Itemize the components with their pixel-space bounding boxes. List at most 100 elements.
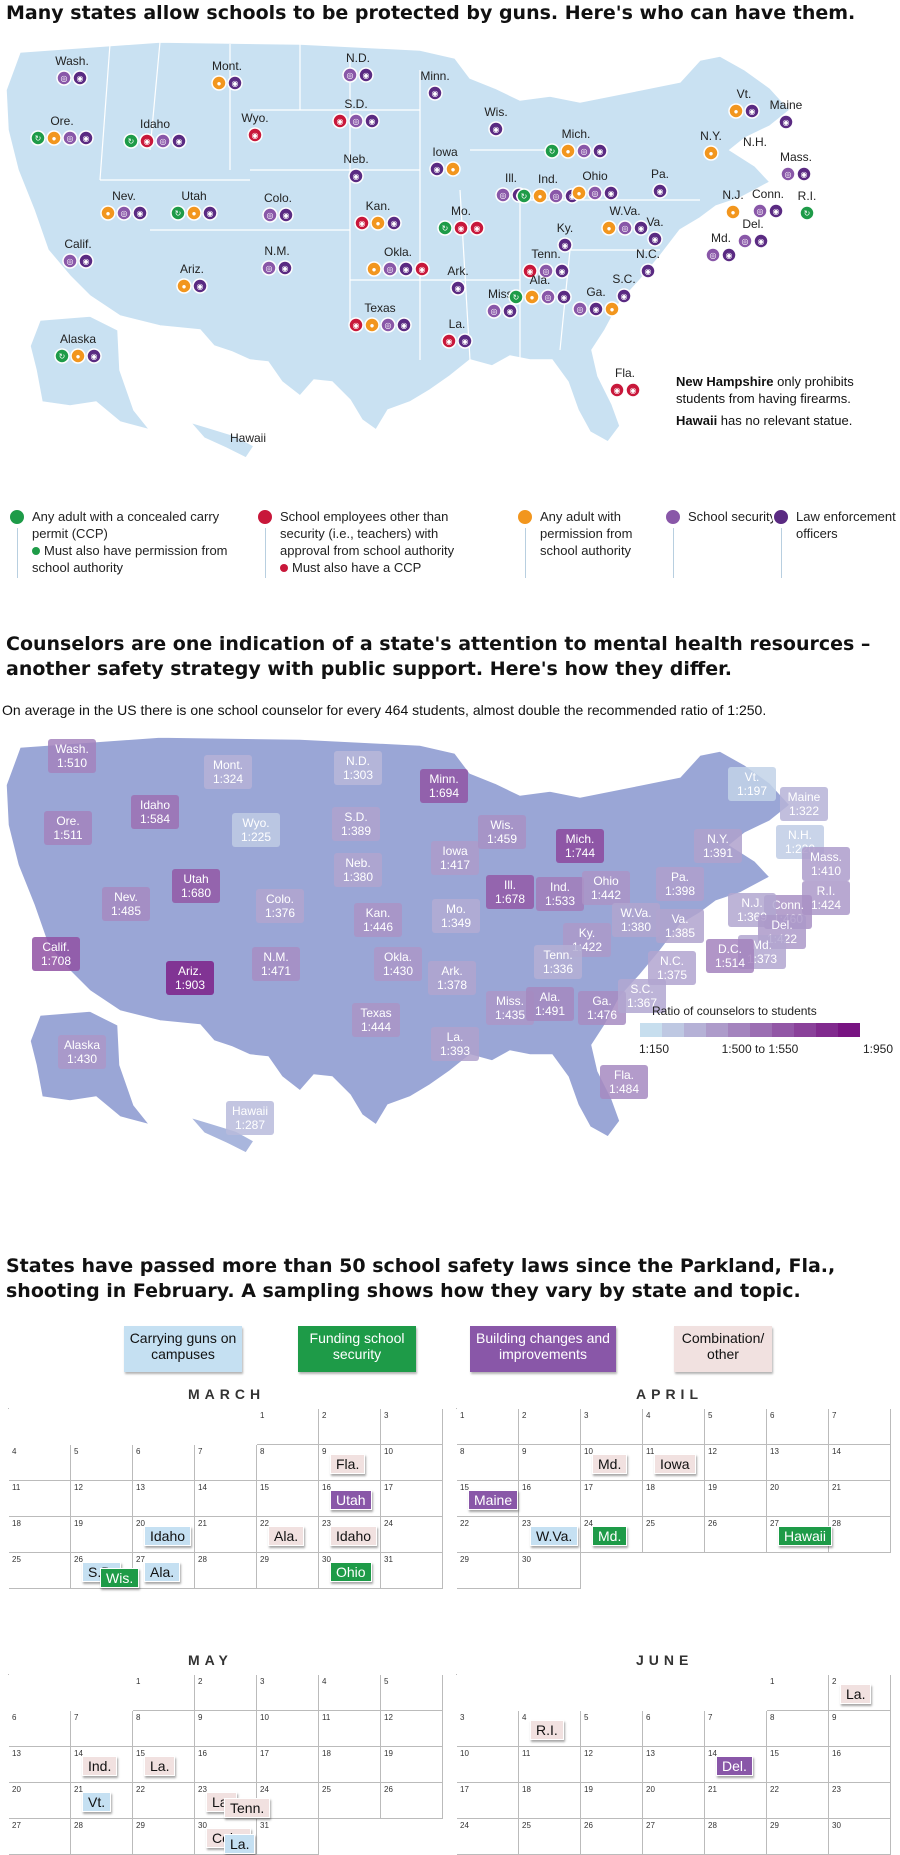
state-ratio: 1:430: [383, 964, 413, 978]
gun-permission-glyph: ◎: [121, 209, 128, 218]
gun-permission-icon: [616, 288, 632, 304]
gun-permission-icon: [488, 121, 504, 137]
state-ratio: 1:485: [111, 904, 141, 918]
legend-item: Any adult with permission from school au…: [540, 508, 660, 559]
day-cell: 8: [133, 1711, 195, 1747]
gun-permission-icon: [139, 133, 155, 149]
state-minn: Minn. ◉: [420, 69, 450, 101]
gun-permission-icon: [70, 348, 86, 364]
day-cell: 6: [643, 1711, 705, 1747]
gun-permission-glyph: ◉: [455, 284, 462, 293]
gun-permission-icon: [186, 205, 202, 221]
gun-permission-icon: [571, 185, 587, 201]
guns-map-section: Many states allow schools to be protecte…: [0, 0, 900, 600]
gun-permission-glyph: ●: [731, 208, 736, 217]
day-cell: 16: [195, 1747, 257, 1783]
law-tag-ind: Ind.: [82, 1756, 118, 1776]
state-fill: [694, 829, 742, 863]
day-cell: 5: [71, 1445, 133, 1481]
state-vt: Vt.1:197: [728, 767, 776, 801]
state-n-j: N.J.1:369: [728, 893, 776, 927]
day-cell: 26: [381, 1783, 443, 1819]
state-label: Neb.: [343, 152, 368, 166]
gun-permission-glyph: ●: [372, 265, 377, 274]
gun-permission-icon: [572, 301, 588, 317]
day-cell: 8: [767, 1711, 829, 1747]
day-cell: 16: [319, 1481, 381, 1517]
gun-permission-icon: [192, 278, 208, 294]
state-ratio: 1:484: [609, 1082, 639, 1096]
state-label: Texas: [360, 1006, 391, 1020]
day-cell: 1: [457, 1409, 519, 1445]
state-miss: Miss.1:435: [486, 991, 534, 1025]
gun-permission-glyph: ◎: [267, 211, 274, 220]
gun-permission-glyph: ◉: [726, 251, 733, 260]
state-ratio: 1:378: [437, 978, 467, 992]
gun-permission-glyph: ●: [76, 352, 81, 361]
gun-permission-glyph: ◉: [638, 224, 645, 233]
gun-permission-glyph: ◉: [77, 74, 84, 83]
gun-permission-glyph: ◉: [783, 118, 790, 127]
state-ratio: 1:444: [361, 1020, 391, 1034]
gun-permission-icon: [348, 317, 364, 333]
gun-permission-icon: [522, 263, 538, 279]
state-ratio: 1:435: [495, 1008, 525, 1022]
gun-permission-glyph: ◉: [252, 131, 259, 140]
state-alaska: Alaska ↻ ● ◉: [54, 332, 102, 364]
state-fill: [374, 947, 422, 981]
state-okla: Okla.1:430: [374, 947, 422, 981]
gun-permission-glyph: ◉: [137, 209, 144, 218]
law-tag-w-va: W.Va.: [530, 1526, 579, 1546]
day-cell: 16: [519, 1481, 581, 1517]
gun-permission-glyph: ◉: [283, 211, 290, 220]
state-r-i: R.I. ↻: [798, 189, 816, 221]
gun-permission-icon: [796, 166, 812, 182]
state-fill: [486, 875, 534, 909]
state-r-i: R.I.1:424: [802, 881, 850, 915]
state-calif: Calif.1:708: [32, 937, 80, 971]
counselor-map-title: Counselors are one indication of a state…: [6, 633, 871, 680]
state-label: Mass.: [780, 150, 812, 164]
gun-permission-icon: [652, 183, 668, 199]
state-ratio: 1:680: [181, 886, 211, 900]
state-label: Va.: [671, 912, 688, 926]
day-cell: 13: [133, 1481, 195, 1517]
state-ratio: 1:322: [789, 804, 819, 818]
state-label: N.H.: [788, 828, 812, 842]
state-ratio: 1:903: [175, 978, 205, 992]
legend-extra: Must also have a CCP: [280, 559, 480, 576]
state-ore: Ore. ↻ ● ◎ ◉: [30, 114, 94, 146]
day-cell: 11: [643, 1445, 705, 1481]
gun-permission-glyph: ◉: [353, 321, 360, 330]
calendar-may: 1 2 3 4 5 6 7 8 9 10 11 12 13 14 15 16 17 18 19 20 21 22 23 24 2…: [8, 1674, 443, 1855]
state-label: Idaho: [140, 117, 170, 131]
gun-permission-icon: [366, 261, 382, 277]
state-fill: [600, 1065, 648, 1099]
state-label: Mich.: [562, 127, 591, 141]
state-label: Mo.: [451, 204, 471, 218]
gun-permission-icon: [502, 303, 518, 319]
scale-swatch: [750, 1023, 772, 1037]
day-cell: 3: [257, 1675, 319, 1711]
day-cell: 11: [519, 1747, 581, 1783]
state-label: Maine: [770, 98, 803, 112]
gun-permission-glyph: ◉: [369, 117, 376, 126]
day-cell: 23: [319, 1517, 381, 1553]
state-ratio: 1:511: [53, 828, 82, 842]
state-s-c: S.C.1:367: [618, 979, 666, 1013]
state-wash: Wash. ◎ ◉: [55, 54, 89, 86]
state-fill: [648, 951, 696, 985]
state-texas: Texas ◉ ● ◎ ◉: [348, 301, 412, 333]
state-fill: [32, 937, 80, 971]
day-cell: 18: [319, 1747, 381, 1783]
state-fill: [428, 961, 476, 995]
calendar-title: States have passed more than 50 school s…: [6, 1255, 836, 1302]
gun-permission-icon: [211, 75, 227, 91]
day-cell: 24: [457, 1819, 519, 1855]
state-label: Ohio: [582, 169, 608, 183]
scale-swatch: [816, 1023, 838, 1037]
state-fill: [432, 899, 480, 933]
law-tag-ohio: Ohio: [330, 1562, 372, 1582]
day-cell: 11: [9, 1481, 71, 1517]
